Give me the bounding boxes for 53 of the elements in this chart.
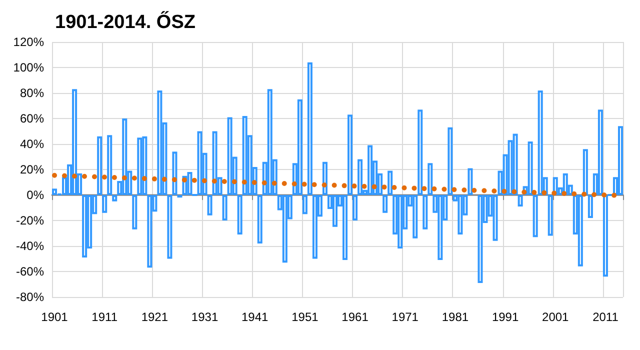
x-tick-label: 1991 [492, 310, 519, 324]
x-tick-label: 1911 [92, 310, 118, 324]
bar [548, 195, 553, 236]
y-tick-label: 20% [20, 162, 44, 176]
bar [52, 188, 58, 195]
x-tick-label: 1971 [392, 310, 419, 324]
bar [237, 195, 242, 235]
bar [257, 195, 262, 244]
x-tick-label: 2001 [542, 310, 570, 324]
bar [352, 195, 358, 220]
x-tick-label: 2011 [592, 310, 619, 324]
bar [418, 110, 423, 195]
x-tick-label: 1951 [292, 310, 319, 324]
x-tick-label: 1981 [442, 310, 469, 324]
bar [302, 195, 308, 214]
bar [107, 135, 112, 195]
y-tick-label: 100% [13, 60, 44, 74]
bar [518, 195, 523, 206]
chart-title: 1901-2014. ŐSZ [55, 11, 196, 33]
bar [532, 195, 538, 238]
bar [222, 195, 228, 220]
bar [602, 195, 608, 277]
x-tick-label: 1901 [41, 310, 68, 324]
x-tick-label: 1931 [191, 310, 218, 324]
y-tick-label: 60% [20, 112, 44, 126]
y-tick-label: -80% [16, 290, 44, 304]
y-tick-label: -60% [16, 264, 44, 278]
bar [348, 114, 353, 195]
bar [97, 136, 102, 195]
bar [132, 195, 138, 230]
bar [422, 195, 428, 230]
bar [172, 152, 178, 195]
bar [582, 149, 588, 195]
bar [102, 195, 108, 213]
bar [468, 168, 473, 195]
bar [307, 62, 312, 195]
x-tick-label: 1941 [242, 310, 269, 324]
bar [207, 195, 212, 216]
y-tick-label: -20% [16, 214, 44, 228]
x-tick-label: 1921 [141, 310, 168, 324]
y-tick-label: -40% [16, 239, 44, 253]
bar [167, 195, 172, 259]
bar [112, 195, 118, 202]
y-tick-label: 80% [20, 86, 44, 100]
bar [382, 195, 388, 213]
y-tick-label: 0% [26, 188, 44, 202]
bar [448, 127, 453, 195]
bar [388, 170, 393, 195]
y-tick-label: 120% [13, 35, 44, 49]
bar [588, 195, 593, 218]
bar [428, 163, 433, 195]
x-tick-label: 1961 [342, 310, 369, 324]
y-tick-label: 40% [20, 137, 44, 151]
